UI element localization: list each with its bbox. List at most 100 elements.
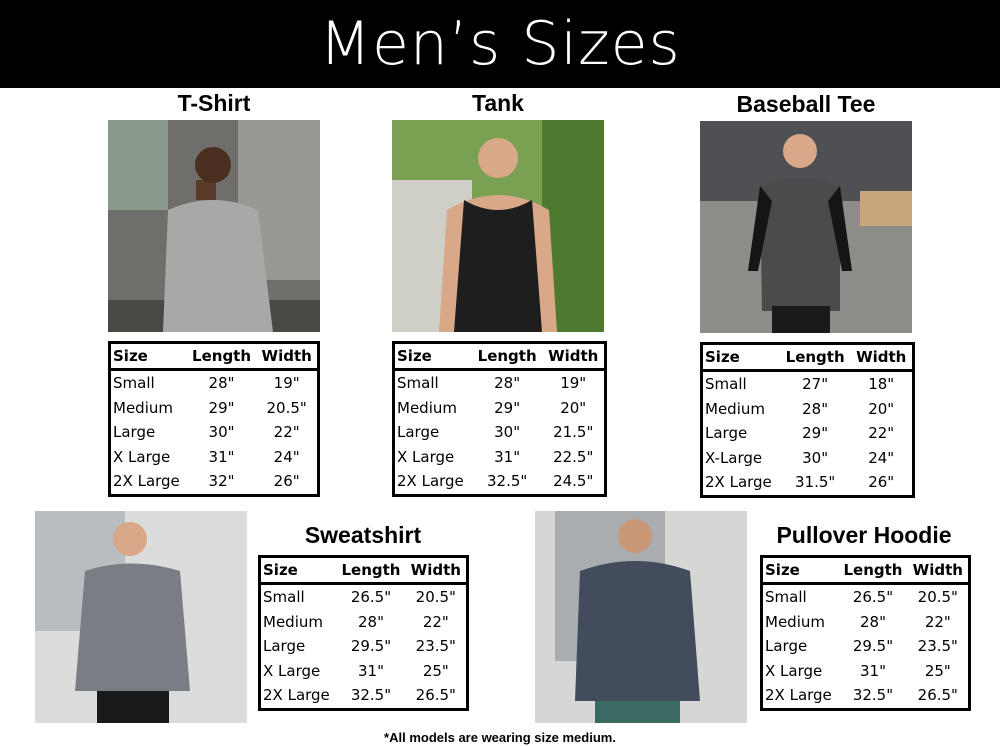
table-row: Small 28" 19"	[110, 370, 319, 396]
table-row: Medium 28" 22"	[762, 610, 970, 635]
table-header-row: Size Length Width	[761, 556, 970, 585]
width-cell: 18"	[868, 375, 895, 394]
column-header: Width	[256, 342, 319, 371]
width-cell: 22.5"	[553, 447, 594, 466]
width-cell: 26.5"	[917, 686, 958, 705]
width-cell: 24"	[868, 448, 895, 467]
table-row: X Large 31" 25"	[762, 659, 970, 684]
length-cell: 28"	[494, 374, 521, 393]
size-table-hoodie: Size Length Width Small 26.5" 20.5" Medium 28" 2…	[760, 555, 971, 711]
hoodie-model-photo	[535, 511, 747, 723]
size-table-sweatshirt: Size Length Width Small 26.5" 20.5" Medium 28" 2…	[258, 555, 469, 711]
size-cell: 2X Large	[765, 686, 832, 705]
size-cell: X Large	[113, 447, 171, 466]
table-header-row: Size Length Width	[259, 556, 468, 585]
table-row: Small 27" 18"	[702, 371, 914, 397]
width-cell: 22"	[422, 612, 449, 631]
table-row: Small 26.5" 20.5"	[260, 584, 468, 610]
size-cell: Small	[765, 588, 807, 607]
table-row: Large 30" 21.5"	[394, 420, 606, 445]
table-row: Large 29.5" 23.5"	[260, 634, 468, 659]
size-cell: 2X Large	[113, 472, 180, 491]
size-cell: Medium	[705, 399, 765, 418]
table-header-row: Size Length Width	[109, 342, 319, 371]
column-header: Size	[701, 343, 780, 372]
width-cell: 22"	[868, 424, 895, 443]
table-row: Medium 28" 20"	[702, 397, 914, 422]
size-cell: Small	[397, 374, 439, 393]
width-cell: 26"	[273, 472, 300, 491]
width-cell: 20"	[560, 398, 587, 417]
table-row: X Large 31" 22.5"	[394, 445, 606, 470]
length-cell: 32.5"	[852, 686, 894, 705]
length-cell: 28"	[357, 612, 384, 631]
size-cell: Medium	[765, 612, 825, 631]
table-row: 2X Large 32.5" 24.5"	[394, 469, 606, 495]
table-row: 2X Large 32.5" 26.5"	[762, 683, 970, 709]
size-table-tshirt: Size Length Width Small 28" 19" Medium 29" 20.5"…	[108, 341, 320, 497]
width-cell: 20.5"	[266, 398, 307, 417]
product-title-sweatshirt: Sweatshirt	[304, 522, 422, 548]
length-cell: 32"	[208, 472, 235, 491]
width-cell: 24"	[273, 447, 300, 466]
column-header: Length	[779, 343, 851, 372]
table-row: X Large 31" 25"	[260, 659, 468, 684]
size-cell: X Large	[765, 661, 823, 680]
product-title-baseball-tee: Baseball Tee	[736, 91, 876, 117]
size-cell: 2X Large	[705, 473, 772, 492]
column-header: Length	[186, 342, 257, 371]
size-cell: Large	[263, 637, 306, 656]
width-cell: 19"	[273, 374, 300, 393]
length-cell: 30"	[802, 448, 829, 467]
length-cell: 26.5"	[350, 588, 392, 607]
page-title: Men’s Sizes	[319, 9, 681, 79]
length-cell: 30"	[208, 423, 235, 442]
width-cell: 20.5"	[415, 588, 456, 607]
width-cell: 22"	[924, 612, 951, 631]
length-cell: 31"	[357, 661, 384, 680]
width-cell: 24.5"	[553, 472, 594, 491]
width-cell: 26"	[868, 473, 895, 492]
width-cell: 20"	[868, 399, 895, 418]
size-table-baseball-tee: Size Length Width Small 27" 18" Medium 28" 20" La…	[700, 342, 915, 498]
length-cell: 32.5"	[350, 686, 392, 705]
length-cell: 29.5"	[852, 637, 894, 656]
width-cell: 23.5"	[415, 637, 456, 656]
size-cell: Large	[113, 423, 156, 442]
table-row: X Large 31" 24"	[110, 445, 319, 470]
size-cell: X-Large	[705, 448, 763, 467]
table-row: 2X Large 31.5" 26"	[702, 470, 914, 496]
column-header: Width	[850, 343, 914, 372]
size-cell: Large	[765, 637, 808, 656]
length-cell: 28"	[859, 612, 886, 631]
length-cell: 30"	[494, 423, 521, 442]
column-header: Width	[542, 342, 606, 371]
footnote: *All models are wearing size medium.	[384, 730, 616, 745]
width-cell: 19"	[560, 374, 587, 393]
column-header: Length	[336, 556, 406, 585]
size-cell: Medium	[397, 398, 457, 417]
size-cell: 2X Large	[263, 686, 330, 705]
width-cell: 20.5"	[917, 588, 958, 607]
length-cell: 31.5"	[794, 473, 836, 492]
column-header: Width	[405, 556, 468, 585]
width-cell: 23.5"	[917, 637, 958, 656]
column-header: Length	[471, 342, 543, 371]
length-cell: 28"	[208, 374, 235, 393]
width-cell: 25"	[924, 661, 951, 680]
header-banner: Men’s Sizes	[0, 0, 1000, 88]
size-cell: Small	[113, 374, 155, 393]
table-row: 2X Large 32.5" 26.5"	[260, 683, 468, 709]
column-header: Size	[761, 556, 839, 585]
baseball-tee-model-photo	[700, 121, 912, 333]
table-row: 2X Large 32" 26"	[110, 469, 319, 495]
length-cell: 29"	[494, 398, 521, 417]
size-cell: Medium	[113, 398, 173, 417]
size-cell: Medium	[263, 612, 323, 631]
length-cell: 32.5"	[486, 472, 528, 491]
size-cell: Small	[705, 375, 747, 394]
table-row: X-Large 30" 24"	[702, 446, 914, 471]
tank-model-photo	[392, 120, 604, 332]
length-cell: 31"	[859, 661, 886, 680]
width-cell: 21.5"	[553, 423, 594, 442]
